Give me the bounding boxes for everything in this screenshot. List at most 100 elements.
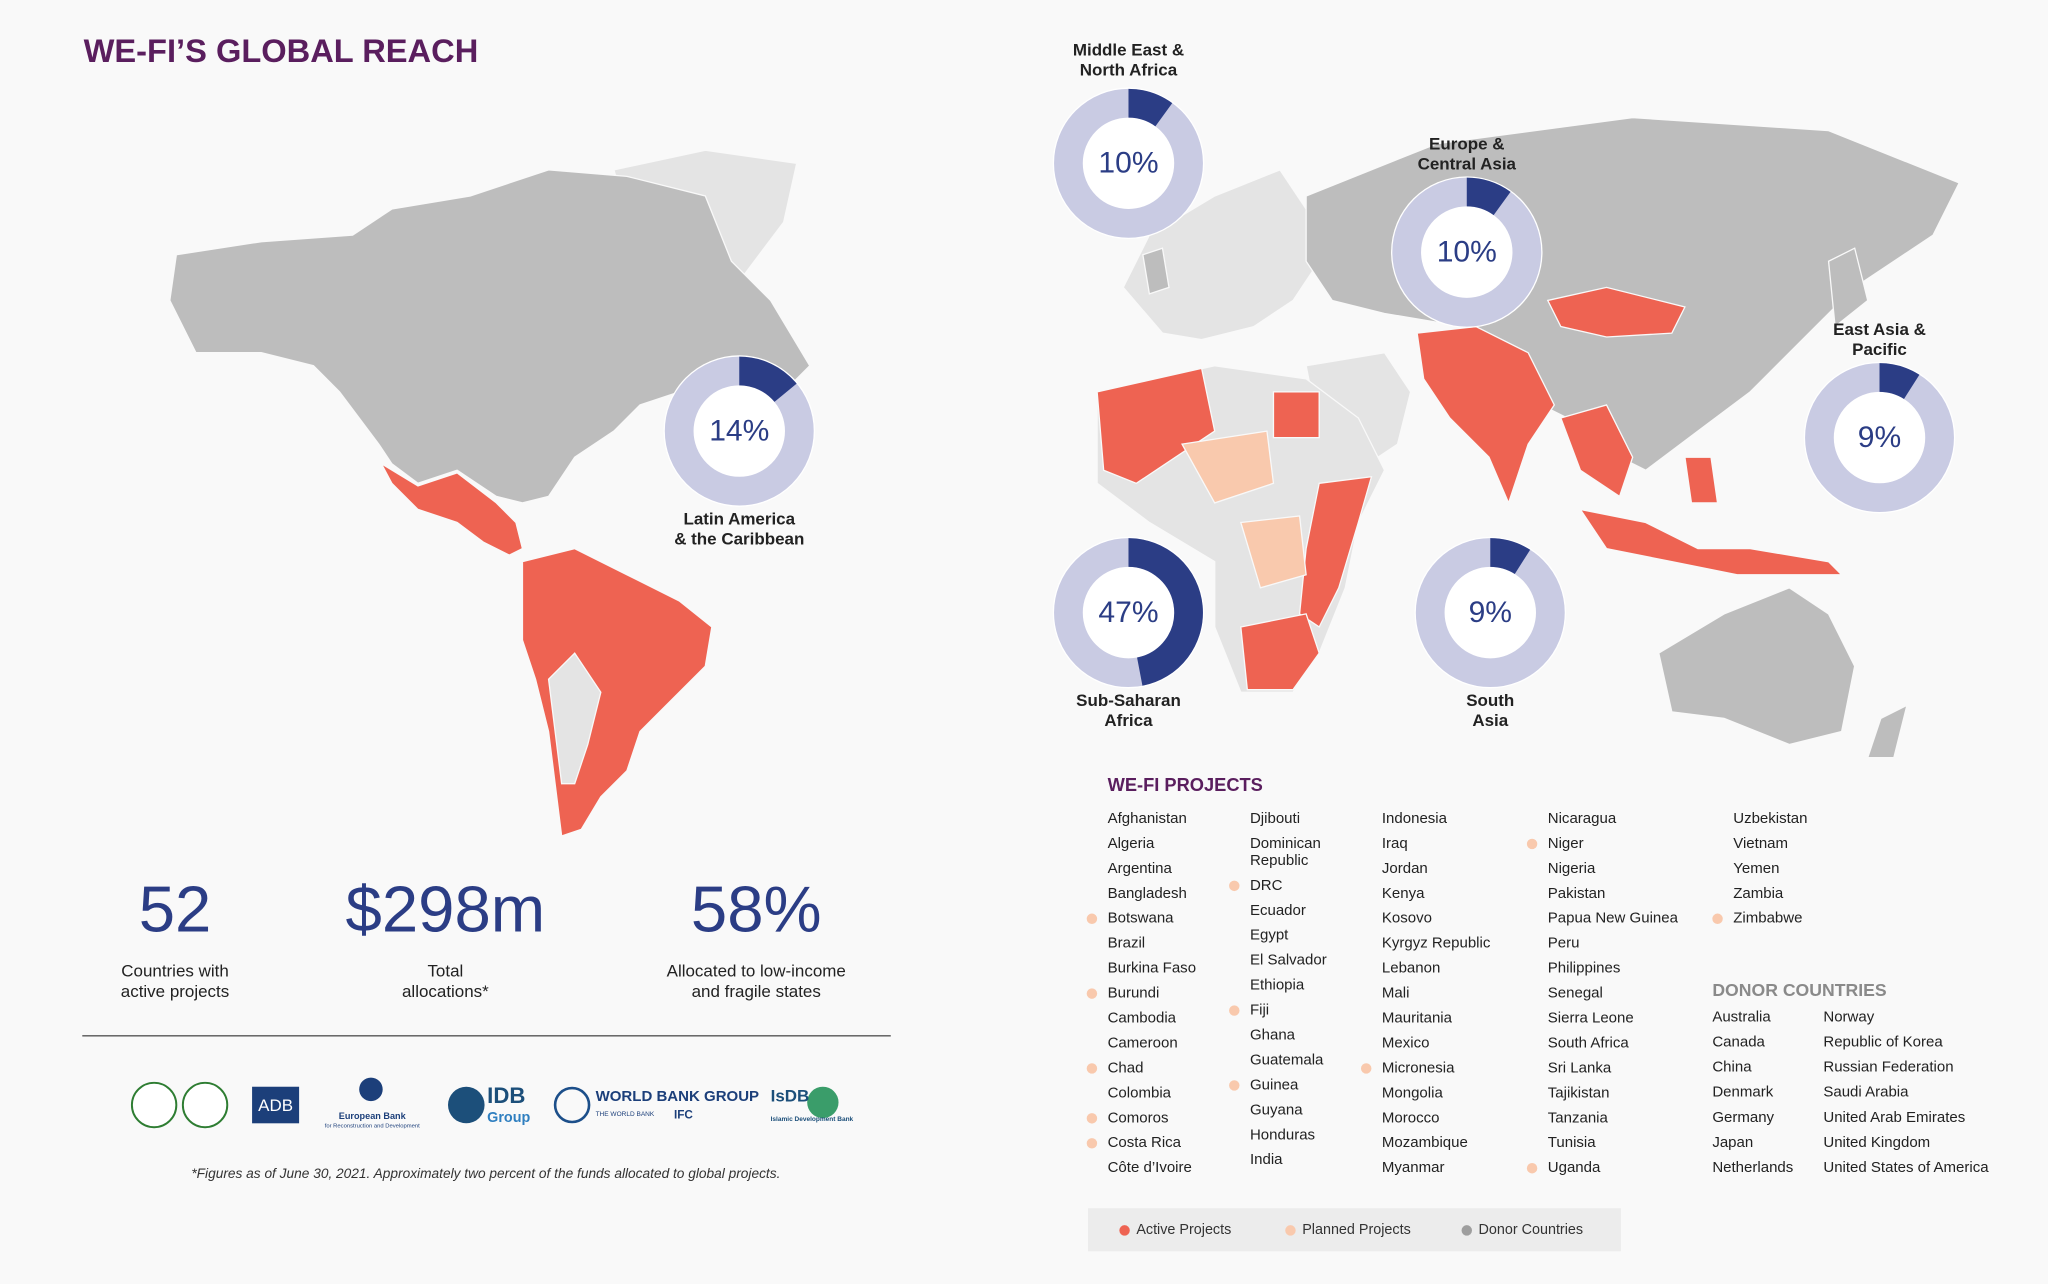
planned-marker (1712, 913, 1723, 924)
project-country: El Salvador (1250, 952, 1327, 969)
project-country: Vietnam (1733, 835, 1788, 852)
region-label: Asia (1472, 711, 1508, 730)
project-country: Algeria (1108, 835, 1155, 852)
planned-marker (1086, 913, 1098, 924)
project-country: Senegal (1548, 985, 1603, 1002)
ebrd-logo (359, 1077, 383, 1102)
project-country: Mozambique (1382, 1134, 1468, 1151)
planned-marker (1526, 838, 1538, 850)
planned-marker (1086, 1063, 1098, 1074)
donut-arc (1466, 177, 1511, 216)
project-country: Sri Lanka (1548, 1059, 1612, 1076)
project-country: Guatemala (1250, 1051, 1324, 1068)
donut-value-label: 10% (1437, 235, 1497, 268)
donut-value-label: 47% (1098, 596, 1158, 629)
region-label: North Africa (1080, 61, 1178, 80)
stat-value: 58% (691, 873, 822, 946)
japan (1827, 247, 1869, 328)
page-title: WE-FI’S GLOBAL REACH (84, 32, 479, 69)
logo-text: WORLD BANK GROUP (596, 1088, 760, 1105)
planned-marker (1360, 1063, 1372, 1074)
sahel (1181, 430, 1275, 504)
project-country: Papua New Guinea (1548, 910, 1679, 927)
donor-country: Norway (1823, 1008, 1874, 1025)
project-country: Kosovo (1382, 910, 1432, 927)
project-country: Chad (1108, 1059, 1144, 1076)
australia (1658, 587, 1856, 746)
project-country: Guyana (1250, 1101, 1303, 1118)
project-country: Philippines (1548, 960, 1621, 977)
project-country: Comoros (1108, 1109, 1169, 1126)
donor-country: Canada (1712, 1034, 1765, 1051)
planned-marker (1229, 1005, 1240, 1016)
wbg-logo (553, 1086, 591, 1124)
region-label: Europe & (1429, 135, 1504, 154)
donut-value-label: 10% (1098, 147, 1158, 180)
region-label: Central Asia (1418, 155, 1517, 174)
legend-swatch (1461, 1225, 1472, 1236)
idb-logo (448, 1086, 485, 1124)
donor-country: Japan (1712, 1134, 1753, 1151)
footnote: *Figures as of June 30, 2021. Approximat… (191, 1166, 780, 1181)
central-america (379, 461, 524, 556)
project-country: Morocco (1382, 1109, 1440, 1126)
logos (130, 1077, 839, 1129)
donor-country: United States of America (1823, 1159, 1989, 1176)
project-country: Micronesia (1382, 1059, 1455, 1076)
stat-label: active projects (121, 982, 229, 1001)
project-country: Mongolia (1382, 1084, 1444, 1101)
projects-title: WE-FI PROJECTS (1108, 774, 1263, 795)
region-label: Middle East & (1073, 40, 1184, 59)
planned-marker (1086, 988, 1098, 999)
project-country: Mali (1382, 985, 1410, 1002)
project-country: Dominican (1250, 835, 1321, 852)
donor-country: United Kingdom (1823, 1134, 1930, 1151)
stat-label: Allocated to low-income (667, 961, 846, 980)
project-country: Djibouti (1250, 810, 1300, 827)
adb-logo (252, 1086, 300, 1124)
planned-marker (1526, 1163, 1538, 1174)
indonesia (1578, 508, 1844, 576)
donut-value-label: 14% (709, 414, 769, 447)
donors-title: DONOR COUNTRIES (1712, 980, 1887, 1000)
philippines (1684, 456, 1719, 504)
project-country: Mauritania (1382, 1010, 1453, 1027)
legend-label: Donor Countries (1479, 1222, 1584, 1238)
project-country: Burkina Faso (1108, 960, 1196, 977)
donut-arc (1878, 363, 1920, 400)
donor-country: Australia (1712, 1008, 1771, 1025)
uk (1142, 247, 1170, 295)
donor-country: Denmark (1712, 1084, 1773, 1101)
south-asia (1416, 325, 1556, 505)
logo-text: IFC (674, 1109, 693, 1122)
logo-text: for Reconstruction and Development (325, 1123, 420, 1129)
logo-text: THE WORLD BANK (596, 1111, 655, 1118)
project-country: Lebanon (1382, 960, 1440, 977)
project-country: Tajikistan (1548, 1084, 1610, 1101)
stat-label: and fragile states (692, 982, 821, 1001)
stat-value: 52 (139, 873, 212, 946)
donut-arc (1127, 88, 1173, 127)
project-country: Uzbekistan (1733, 810, 1807, 827)
project-country: Egypt (1250, 927, 1289, 944)
logo-text: ADB (258, 1096, 293, 1115)
logo-text: IDB (487, 1083, 525, 1108)
project-country: Bangladesh (1108, 885, 1187, 902)
logo-text: IsDB (771, 1087, 810, 1106)
legend-box (1088, 1208, 1621, 1252)
project-country: Côte d’Ivoire (1108, 1159, 1192, 1176)
southeast-asia (1559, 404, 1634, 498)
project-country: Tanzania (1548, 1109, 1609, 1126)
project-country: Ghana (1250, 1027, 1296, 1044)
egypt (1272, 391, 1320, 439)
project-country: Republic (1250, 852, 1309, 869)
planned-marker (1229, 1080, 1240, 1091)
project-country: Yemen (1733, 860, 1779, 877)
logo-text: Islamic Development Bank (771, 1116, 854, 1123)
donut-value-label: 9% (1858, 421, 1901, 454)
southern-africa (1240, 613, 1320, 691)
stat-label: Total (427, 961, 463, 980)
region-label: Latin America (683, 509, 795, 528)
project-country: Ecuador (1250, 902, 1306, 919)
world-map (169, 116, 1961, 837)
